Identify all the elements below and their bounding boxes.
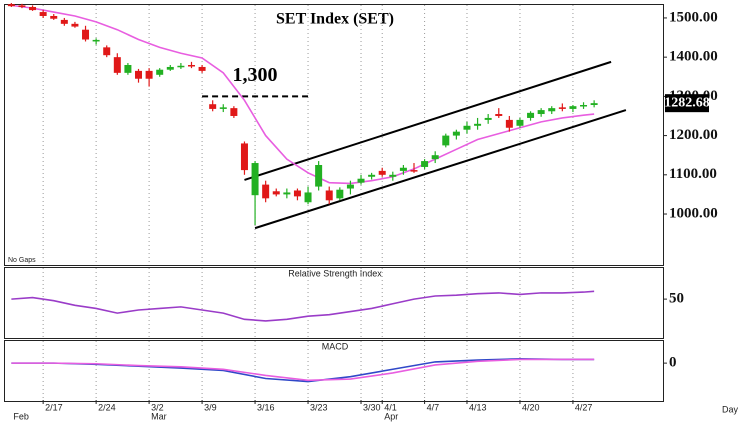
note: No Gaps	[8, 257, 36, 264]
candle-body	[558, 107, 566, 109]
candle-body	[399, 167, 407, 171]
candle-body	[39, 12, 47, 16]
candle-body	[240, 143, 248, 171]
candle-body	[357, 178, 365, 183]
candle-body	[527, 112, 535, 118]
price-panel	[4, 4, 664, 266]
candle-body	[177, 65, 185, 68]
month-label: Mar	[151, 411, 167, 421]
candle-body	[463, 125, 471, 130]
candle-body	[484, 117, 492, 120]
y-tick-label: 1500.00	[669, 9, 718, 25]
trend-line	[244, 60, 612, 181]
candle-body	[315, 165, 323, 187]
candle-body	[495, 114, 503, 116]
candle-body	[304, 192, 312, 203]
candle-body	[187, 65, 195, 67]
candle-body	[219, 107, 227, 109]
x-tick-label: 4/13	[469, 402, 487, 412]
chart-title: SET Index (SET)	[276, 11, 394, 28]
macd-panel	[4, 340, 664, 402]
x-tick-label: 4/27	[575, 402, 593, 412]
x-tick-label: 3/30	[363, 402, 381, 412]
y-tick-label: 1400.00	[669, 49, 718, 65]
x-tick-label: 3/9	[204, 402, 217, 412]
last-price-label: 1282.68	[664, 95, 710, 110]
candle-body	[230, 108, 238, 116]
y-tick-label: 0	[669, 355, 677, 371]
candle-body	[431, 155, 439, 160]
candle-body	[7, 4, 15, 7]
candle-body	[18, 5, 26, 7]
candle-body	[272, 191, 280, 195]
trend-line	[254, 109, 627, 230]
y-tick-label: 50	[669, 291, 684, 307]
candle-body	[209, 104, 217, 109]
line	[11, 4, 595, 185]
candle-body	[580, 105, 588, 107]
candle-body	[60, 19, 68, 24]
candle-body	[262, 184, 270, 199]
month-label: Feb	[13, 411, 29, 421]
candle-body	[29, 6, 37, 11]
candle-body	[251, 163, 259, 196]
candle-body	[548, 108, 556, 112]
line	[11, 290, 595, 322]
candle-body	[410, 170, 418, 172]
x-tick-label: 4/1	[384, 402, 397, 412]
candle-body	[421, 161, 429, 167]
rsi-title: Relative Strength Index	[288, 268, 382, 278]
candle-body	[166, 66, 174, 70]
candle-body	[325, 190, 333, 201]
candle-body	[368, 174, 376, 177]
candle-body	[82, 29, 90, 40]
candle-body	[590, 103, 598, 105]
candle-body	[71, 23, 79, 27]
candle-body	[569, 106, 577, 109]
rsi-panel	[4, 267, 664, 339]
x-tick-label: 4/20	[522, 402, 540, 412]
candle-body	[537, 110, 545, 115]
candle-body	[389, 174, 397, 177]
x-tick-label: 2/17	[45, 402, 63, 412]
candle-body	[452, 131, 460, 136]
candle-body	[293, 190, 301, 197]
candle-body	[283, 192, 291, 195]
y-tick-label: 1100.00	[669, 166, 717, 182]
candle-body	[336, 189, 344, 199]
candle-body	[516, 119, 524, 126]
candle-body	[346, 184, 354, 189]
candle-body	[124, 65, 132, 73]
last-price-box	[665, 94, 709, 113]
candle-body	[103, 47, 111, 56]
y-tick-label: 1000.00	[669, 205, 718, 221]
candle-body	[378, 170, 386, 175]
candle-body	[156, 69, 164, 75]
x-tick-label: 3/2	[151, 402, 164, 412]
candle-body	[505, 119, 513, 128]
y-tick-label: 1200.00	[669, 127, 718, 143]
month-label: Apr	[384, 411, 398, 421]
x-tick-label: 2/24	[98, 402, 116, 412]
candle-body	[50, 15, 58, 19]
line	[11, 358, 595, 382]
macd-title: MACD	[322, 341, 349, 351]
candle-body	[198, 66, 206, 71]
candle-body	[442, 135, 450, 146]
x-axis-label: Day	[722, 404, 739, 414]
x-tick-label: 3/16	[257, 402, 275, 412]
x-tick-label: 4/7	[427, 402, 440, 412]
candle-body	[145, 70, 153, 79]
level-label: 1,300	[233, 64, 278, 86]
candle-body	[135, 70, 143, 79]
candle-body	[92, 39, 100, 42]
x-tick-label: 3/23	[310, 402, 328, 412]
candle-body	[474, 123, 482, 126]
candle-body	[113, 57, 121, 73]
